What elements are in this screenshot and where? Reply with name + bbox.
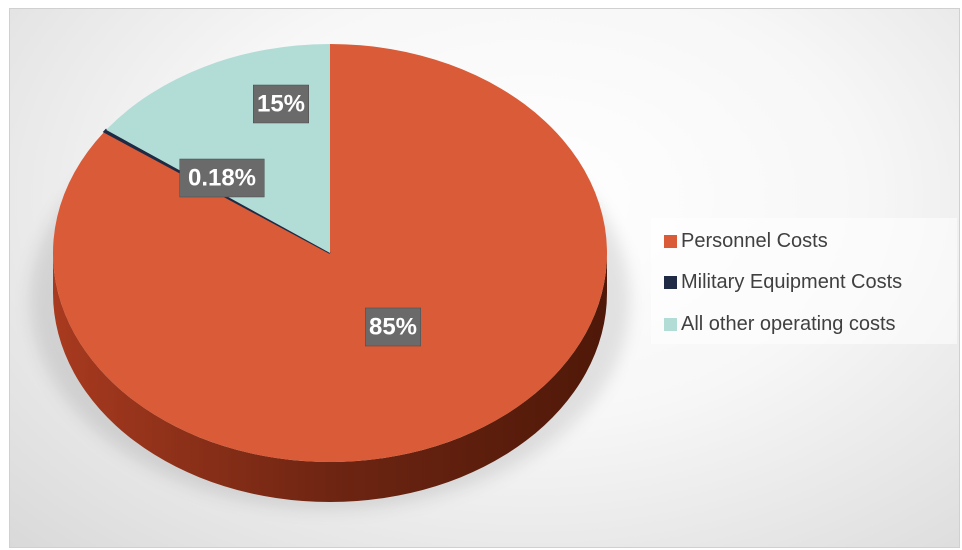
data-label-other-operating: 15% [253, 84, 309, 124]
legend-label-personnel: Personnel Costs [681, 229, 828, 252]
legend-item-other-operating: All other operating costs [664, 312, 896, 336]
legend: Personnel Costs Military Equipment Costs… [651, 218, 957, 344]
data-label-military-equipment: 0.18% [179, 158, 265, 198]
legend-swatch-military-equipment [664, 275, 677, 289]
legend-label-other-operating: All other operating costs [681, 312, 896, 335]
data-label-box-other-operating [253, 84, 309, 124]
legend-swatch-other-operating [664, 317, 677, 331]
data-label-text-personnel: 85% [369, 314, 417, 341]
data-label-box-military-equipment [179, 158, 265, 198]
legend-item-military-equipment: Military Equipment Costs [664, 270, 902, 294]
legend-swatch-personnel [664, 234, 677, 248]
data-label-text-military-equipment: 0.18% [188, 165, 256, 192]
pie-side-wall [53, 253, 607, 502]
data-label-personnel: 85% [365, 307, 421, 347]
legend-item-personnel: Personnel Costs [664, 229, 828, 253]
data-label-box-personnel [365, 307, 421, 347]
legend-label-military-equipment: Military Equipment Costs [681, 270, 903, 293]
data-label-text-other-operating: 15% [257, 91, 305, 118]
